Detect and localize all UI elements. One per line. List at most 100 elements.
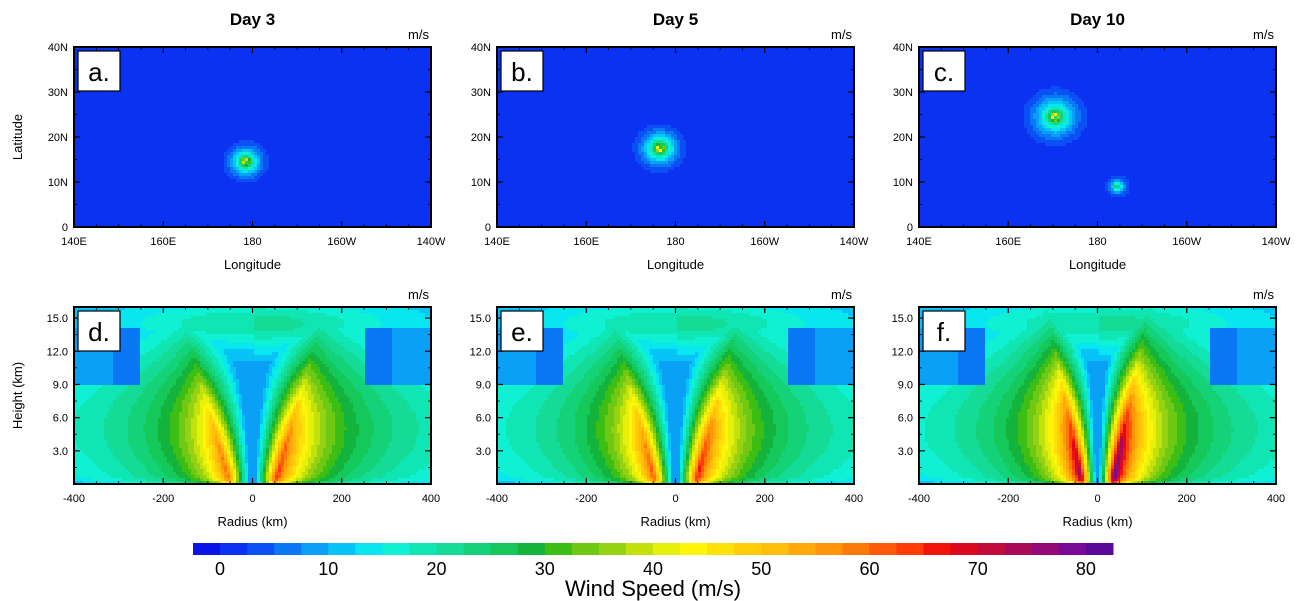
field-cell bbox=[203, 89, 207, 93]
field-cell bbox=[335, 50, 339, 54]
field-cell bbox=[419, 62, 423, 66]
field-cell bbox=[167, 74, 171, 78]
field-cell bbox=[134, 92, 138, 96]
field-cell bbox=[146, 71, 150, 75]
field-cell bbox=[419, 80, 423, 84]
field-cell bbox=[320, 74, 324, 78]
field-cell bbox=[182, 71, 186, 75]
field-cell bbox=[356, 77, 360, 81]
field-cell bbox=[413, 77, 417, 81]
field-cell bbox=[389, 62, 393, 66]
field-cell bbox=[110, 92, 114, 96]
field-cell bbox=[191, 68, 195, 72]
field-cell bbox=[197, 92, 201, 96]
field-cell bbox=[386, 83, 390, 87]
field-cell bbox=[188, 77, 192, 81]
field-cell bbox=[134, 80, 138, 84]
field-cell bbox=[398, 86, 402, 90]
field-cell bbox=[398, 53, 402, 57]
field-cell bbox=[122, 92, 126, 96]
field-cell bbox=[146, 92, 150, 96]
field-cell bbox=[341, 92, 345, 96]
field-cell bbox=[365, 50, 369, 54]
field-cell bbox=[257, 89, 261, 93]
field-cell bbox=[74, 74, 78, 78]
field-cell bbox=[245, 77, 249, 81]
field-cell bbox=[326, 47, 330, 51]
field-cell bbox=[167, 71, 171, 75]
field-cell bbox=[278, 86, 282, 90]
field-cell bbox=[314, 77, 318, 81]
field-cell bbox=[302, 83, 306, 87]
field-cell bbox=[308, 89, 312, 93]
field-cell bbox=[245, 68, 249, 72]
field-cell bbox=[98, 47, 102, 51]
field-cell bbox=[428, 50, 432, 54]
field-cell bbox=[164, 68, 168, 72]
field-cell bbox=[347, 47, 351, 51]
field-cell bbox=[182, 50, 186, 54]
field-cell bbox=[179, 56, 183, 60]
field-cell bbox=[134, 47, 138, 51]
field-cell bbox=[410, 86, 414, 90]
field-cell bbox=[320, 47, 324, 51]
field-cell bbox=[179, 50, 183, 54]
field-cell bbox=[248, 74, 252, 78]
field-cell bbox=[122, 62, 126, 66]
field-cell bbox=[380, 59, 384, 63]
field-cell bbox=[359, 62, 363, 66]
field-cell bbox=[119, 68, 123, 72]
field-cell bbox=[137, 74, 141, 78]
field-cell bbox=[257, 77, 261, 81]
field-cell bbox=[272, 92, 276, 96]
field-cell bbox=[152, 62, 156, 66]
field-cell bbox=[293, 71, 297, 75]
field-cell bbox=[218, 74, 222, 78]
field-cell bbox=[356, 68, 360, 72]
field-cell bbox=[299, 65, 303, 69]
field-cell bbox=[161, 71, 165, 75]
field-cell bbox=[290, 71, 294, 75]
field-cell bbox=[185, 56, 189, 60]
field-cell bbox=[86, 92, 90, 96]
field-cell bbox=[314, 62, 318, 66]
field-cell bbox=[218, 50, 222, 54]
field-cell bbox=[248, 65, 252, 69]
field-cell bbox=[212, 62, 216, 66]
field-cell bbox=[86, 47, 90, 51]
field-cell bbox=[188, 68, 192, 72]
field-cell bbox=[236, 62, 240, 66]
field-cell bbox=[326, 50, 330, 54]
field-cell bbox=[293, 89, 297, 93]
field-cell bbox=[74, 47, 78, 51]
field-cell bbox=[419, 89, 423, 93]
field-cell bbox=[164, 89, 168, 93]
field-cell bbox=[110, 47, 114, 51]
field-cell bbox=[413, 68, 417, 72]
field-cell bbox=[272, 53, 276, 57]
field-cell bbox=[404, 65, 408, 69]
field-cell bbox=[374, 83, 378, 87]
field-cell bbox=[278, 74, 282, 78]
field-cell bbox=[212, 65, 216, 69]
field-cell bbox=[125, 65, 129, 69]
field-cell bbox=[350, 65, 354, 69]
field-cell bbox=[290, 83, 294, 87]
field-cell bbox=[227, 77, 231, 81]
field-cell bbox=[359, 47, 363, 51]
field-cell bbox=[128, 92, 132, 96]
field-cell bbox=[179, 53, 183, 57]
field-cell bbox=[311, 74, 315, 78]
field-cell bbox=[416, 53, 420, 57]
field-cell bbox=[359, 65, 363, 69]
field-cell bbox=[155, 71, 159, 75]
field-cell bbox=[143, 71, 147, 75]
field-cell bbox=[281, 80, 285, 84]
field-cell bbox=[146, 74, 150, 78]
field-cell bbox=[332, 59, 336, 63]
field-cell bbox=[293, 92, 297, 96]
field-cell bbox=[158, 68, 162, 72]
field-cell bbox=[215, 59, 219, 63]
field-cell bbox=[392, 83, 396, 87]
field-cell bbox=[164, 59, 168, 63]
